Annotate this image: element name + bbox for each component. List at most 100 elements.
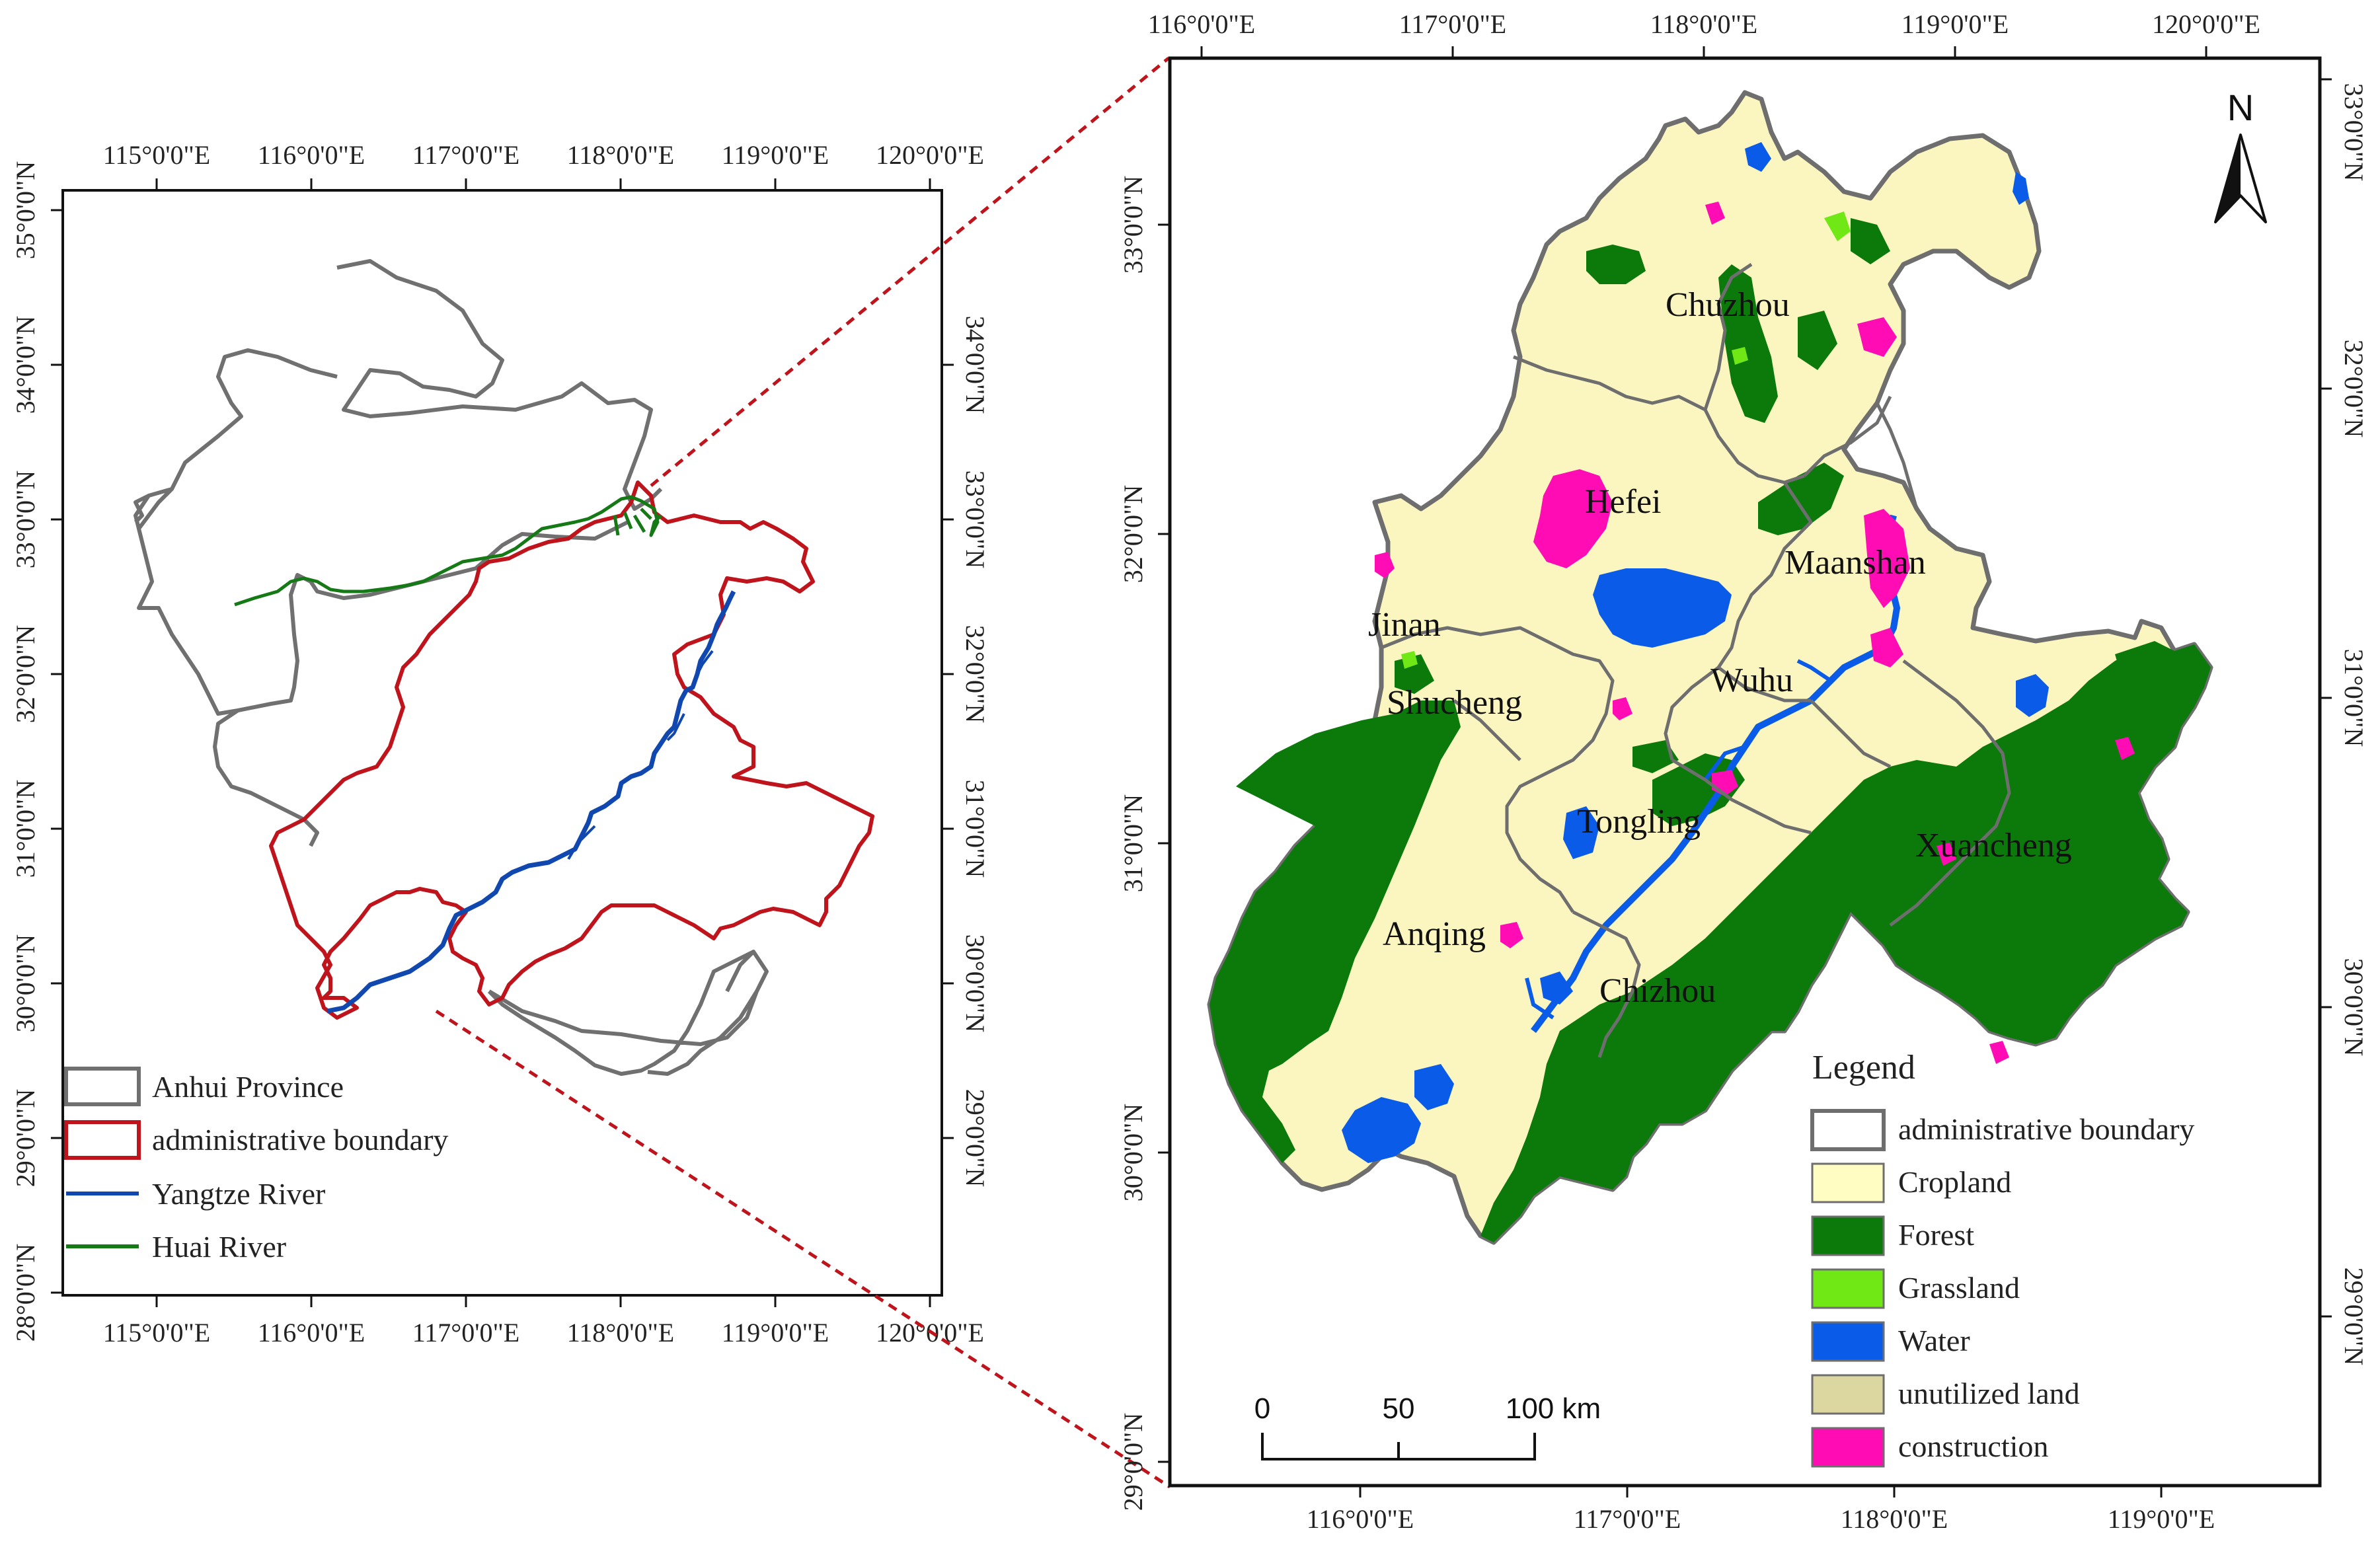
- admin-boundary-outline: [269, 480, 874, 1020]
- tick-label: 30°0'0"N: [1118, 1104, 1148, 1201]
- tick-label: 120°0'0"E: [876, 140, 984, 170]
- huai-river: [234, 495, 662, 607]
- legend-label: Cropland: [1898, 1165, 2011, 1199]
- tick-label: 28°0'0"N: [11, 1244, 40, 1342]
- tick-label: 29°0'0"N: [1118, 1413, 1148, 1511]
- tick-label: 115°0'0"E: [103, 1318, 210, 1347]
- right-tick-marks: [1158, 46, 2332, 1498]
- tick-label: 118°0'0"E: [567, 140, 674, 170]
- tick-label: 119°0'0"E: [722, 140, 829, 170]
- legend-label: Yangtze River: [152, 1177, 325, 1211]
- tick-label: 117°0'0"E: [412, 1318, 519, 1347]
- yangtze-river: [326, 590, 736, 1014]
- zoom-connector-bottom: [435, 1009, 1171, 1489]
- tick-label: 119°0'0"E: [1901, 9, 2009, 39]
- tick-label: 119°0'0"E: [722, 1318, 829, 1347]
- tick-label: 32°0'0"N: [2339, 340, 2369, 437]
- tick-label: 116°0'0"E: [258, 1318, 365, 1347]
- legend-swatch-water: [1811, 1321, 1885, 1362]
- forest-patches: [1209, 218, 2211, 1242]
- tick-label: 33°0'0"N: [11, 471, 40, 568]
- tick-label: 34°0'0"N: [11, 316, 40, 414]
- tick-label: 33°0'0"N: [960, 471, 990, 568]
- left-map: 115°0'0"E 116°0'0"E 117°0'0"E 118°0'0"E …: [11, 57, 1171, 1489]
- tick-label: 117°0'0"E: [1399, 9, 1506, 39]
- left-legend: Anhui Province administrative boundary Y…: [64, 1067, 448, 1264]
- tick-label: 30°0'0"N: [11, 934, 40, 1032]
- scale-label-50: 50: [1383, 1392, 1415, 1425]
- tick-label: 31°0'0"N: [2339, 649, 2369, 747]
- left-top-tick-labels: 115°0'0"E 116°0'0"E 117°0'0"E 118°0'0"E …: [103, 140, 984, 170]
- yangtze-river-braid-detail: [1525, 659, 1832, 1020]
- left-left-tick-labels: 35°0'0"N 34°0'0"N 33°0'0"N 32°0'0"N 31°0…: [11, 161, 40, 1342]
- left-bottom-tick-labels: 115°0'0"E 116°0'0"E 117°0'0"E 118°0'0"E …: [103, 1318, 984, 1347]
- tick-label: 115°0'0"E: [103, 140, 210, 170]
- tick-label: 119°0'0"E: [2108, 1504, 2215, 1534]
- construction-patches: [1375, 202, 2135, 1064]
- city-label-maanshan: Maanshan: [1785, 544, 1926, 582]
- tick-label: 34°0'0"N: [960, 316, 990, 414]
- left-top-tick-marks: [51, 178, 954, 1307]
- tick-label: 116°0'0"E: [1148, 9, 1255, 39]
- water-bodies: [1342, 142, 2049, 1163]
- legend-swatch-unutilized-land: [1811, 1374, 1885, 1415]
- right-right-tick-labels: 33°0'0"N 32°0'0"N 31°0'0"N 30°0'0"N 29°0…: [2339, 83, 2369, 1365]
- right-top-tick-labels: 116°0'0"E 117°0'0"E 118°0'0"E 119°0'0"E …: [1148, 9, 2260, 39]
- tick-label: 118°0'0"E: [1650, 9, 1757, 39]
- huai-river-delta: [613, 508, 652, 536]
- tick-label: 29°0'0"N: [11, 1089, 40, 1187]
- city-label-anqing: Anqing: [1383, 915, 1486, 953]
- legend-label: Anhui Province: [152, 1070, 344, 1104]
- tick-label: 33°0'0"N: [1118, 176, 1148, 274]
- legend-label: Huai River: [152, 1230, 286, 1264]
- left-right-tick-labels: 34°0'0"N 33°0'0"N 32°0'0"N 31°0'0"N 30°0…: [960, 316, 990, 1187]
- tick-label: 29°0'0"N: [960, 1089, 990, 1187]
- tick-label: 29°0'0"N: [2339, 1268, 2369, 1365]
- city-label-tongling: Tongling: [1577, 803, 1701, 841]
- legend-label: Forest: [1898, 1218, 1974, 1252]
- anhui-province-outline: [134, 259, 769, 1076]
- tick-label: 32°0'0"N: [1118, 485, 1148, 583]
- legend-title: Legend: [1812, 1049, 1915, 1086]
- tick-label: 118°0'0"E: [567, 1318, 674, 1347]
- north-arrow-label: N: [2227, 87, 2254, 128]
- tick-label: 35°0'0"N: [11, 161, 40, 259]
- tick-label: 31°0'0"N: [11, 780, 40, 878]
- tick-label: 32°0'0"N: [11, 625, 40, 723]
- tick-label: 30°0'0"N: [960, 934, 990, 1032]
- north-arrow: N: [2214, 87, 2267, 223]
- tick-label: 118°0'0"E: [1841, 1504, 1948, 1534]
- tick-label: 30°0'0"N: [2339, 958, 2369, 1056]
- grassland-patches: [1401, 211, 1851, 669]
- right-bottom-tick-labels: 116°0'0"E 117°0'0"E 118°0'0"E 119°0'0"E: [1307, 1504, 2215, 1534]
- city-label-hefei: Hefei: [1585, 483, 1661, 521]
- tick-label: 32°0'0"N: [960, 625, 990, 723]
- scale-label-0: 0: [1254, 1392, 1270, 1425]
- city-labels: Chuzhou Hefei Maanshan Jinan Wuhu Shuche…: [1368, 286, 2072, 1010]
- scale-bar-line: [1261, 1433, 1536, 1460]
- legend-swatch-grassland: [1811, 1268, 1885, 1309]
- tick-label: 116°0'0"E: [1307, 1504, 1414, 1534]
- city-label-xuancheng: Xuancheng: [1915, 827, 2072, 864]
- tick-label: 117°0'0"E: [1574, 1504, 1681, 1534]
- legend-swatch-forest: [1811, 1215, 1885, 1256]
- legend-label: administrative boundary: [1898, 1112, 2194, 1146]
- legend-label: Water: [1898, 1324, 1970, 1357]
- tick-label: 117°0'0"E: [412, 140, 519, 170]
- scale-label-100: 100 km: [1506, 1392, 1601, 1425]
- legend-swatch-admin-boundary: [64, 1120, 141, 1160]
- legend-label: Grassland: [1898, 1271, 2020, 1305]
- north-arrow-half-fill: [2215, 135, 2241, 222]
- tick-label: 116°0'0"E: [258, 140, 365, 170]
- tick-label: 31°0'0"N: [960, 780, 990, 878]
- legend-swatch-admin-boundary-detail: [1810, 1109, 1886, 1151]
- yangtze-river-detail: [1531, 514, 1900, 1033]
- city-label-chuzhou: Chuzhou: [1666, 286, 1790, 324]
- right-left-tick-labels: 33°0'0"N 32°0'0"N 31°0'0"N 30°0'0"N 29°0…: [1118, 176, 1148, 1511]
- yangtze-river-braid: [567, 650, 714, 860]
- city-label-shucheng: Shucheng: [1387, 684, 1522, 722]
- legend-label: construction: [1898, 1429, 2048, 1463]
- legend-swatch-anhui-province: [64, 1067, 141, 1106]
- legend-swatch-construction: [1811, 1427, 1885, 1468]
